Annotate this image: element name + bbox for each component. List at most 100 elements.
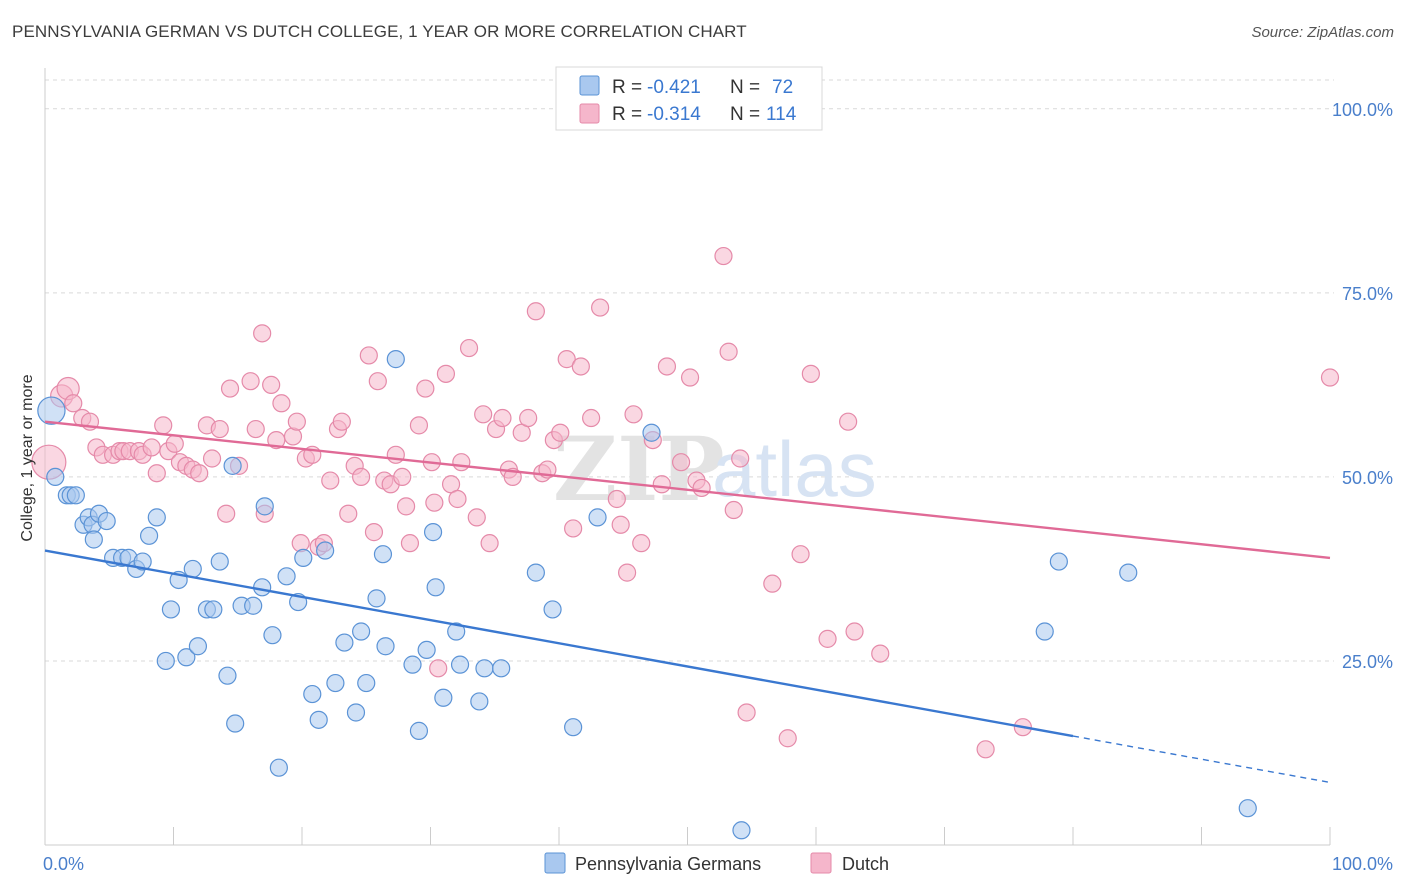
legend-n-label: N =: [730, 104, 765, 125]
pennsylvania-german-point: [326, 673, 345, 693]
dutch-point: [976, 740, 995, 759]
legend-n-value: 72: [772, 77, 793, 98]
dutch-point: [272, 394, 291, 413]
pennsylvania-german-point: [188, 637, 208, 656]
pennsylvania-german-point: [223, 456, 242, 475]
pennsylvania-german-point: [346, 703, 366, 722]
dutch-point: [680, 368, 700, 387]
dutch-point: [582, 408, 601, 428]
dutch-point: [217, 504, 236, 523]
pennsylvania-german-point: [376, 637, 395, 656]
pennsylvania-german-point: [253, 578, 272, 597]
dutch-point: [839, 412, 858, 431]
pennsylvania-german-point: [303, 684, 322, 704]
dutch-point: [220, 379, 240, 398]
pennsylvania-german-point: [732, 821, 751, 840]
dutch-point: [571, 357, 590, 376]
pennsylvania-german-point: [156, 651, 175, 671]
dutch-point: [714, 246, 733, 266]
y-axis-title: College, 1 year or more: [19, 374, 36, 541]
pennsylvania-german-point: [84, 530, 103, 549]
pennsylvania-german-point: [526, 563, 545, 582]
dutch-point: [526, 302, 545, 321]
dutch-point: [692, 478, 711, 498]
dutch-point: [202, 449, 222, 468]
legend-label-pennsylvania-germans: Pennsylvania Germans: [575, 854, 761, 874]
axes: 25.0% 50.0% 75.0% 100.0% 0.0% 100.0%: [43, 68, 1393, 874]
dutch-point: [64, 394, 83, 413]
pennsylvania-german-point: [161, 600, 181, 619]
dutch-point: [467, 508, 486, 527]
series-legend: Pennsylvania Germans Dutch: [544, 852, 889, 874]
dutch-point: [364, 523, 384, 542]
x-tick-label-max: 100.0%: [1332, 854, 1393, 874]
dutch-point: [591, 298, 610, 317]
dutch-point: [142, 438, 161, 457]
dutch-point: [607, 489, 626, 509]
legend-r-value: -0.421: [647, 77, 701, 98]
pennsylvania-german-point: [147, 508, 166, 527]
pennsylvania-german-point: [447, 622, 466, 641]
legend-n-value: 114: [766, 104, 797, 125]
pennsylvania-german-point: [66, 486, 85, 505]
y-tick-label: 100.0%: [1332, 100, 1393, 120]
pennsylvania-german-point: [263, 626, 282, 645]
legend-row-2: R = -0.314 N = 114: [612, 104, 797, 125]
watermark-atlas: atlas: [712, 425, 877, 513]
dutch-point: [416, 379, 435, 398]
pennsylvania-german-point: [97, 511, 116, 531]
pennsylvania-german-point: [426, 578, 445, 597]
watermark: ZIP atlas: [553, 417, 877, 521]
y-tick-label: 50.0%: [1342, 468, 1393, 488]
dutch-point: [246, 419, 265, 439]
pennsylvania-german-point: [357, 673, 376, 693]
dutch-point: [564, 519, 583, 538]
watermark-zip: ZIP: [553, 417, 725, 521]
dutch-point: [448, 489, 467, 509]
legend-row-1: R = -0.421 N = 72: [612, 77, 793, 98]
legend-swatch-pink: [579, 103, 600, 124]
pennsylvania-german-point: [417, 640, 436, 660]
pennsylvania-german-point: [133, 552, 152, 571]
pennsylvania-german-point: [470, 692, 489, 711]
dutch-point: [352, 467, 371, 487]
pennsylvania-german-point: [1035, 622, 1054, 641]
stats-legend-box: [555, 66, 823, 131]
legend-label-dutch: Dutch: [842, 854, 889, 874]
x-tick-label-min: 0.0%: [43, 854, 84, 874]
pennsylvania-german-point: [352, 622, 371, 641]
dutch-point: [493, 408, 512, 428]
pennsylvania-german-point: [210, 552, 229, 571]
legend-r-value: -0.314: [647, 104, 701, 125]
pennsylvania-german-point: [37, 396, 66, 425]
pennsylvania-german-point: [226, 714, 245, 733]
trend-lines: [44, 420, 1331, 784]
dutch-point: [400, 534, 420, 553]
legend-n-label: N =: [730, 77, 765, 98]
legend-r-label: R =: [612, 77, 647, 98]
dutch-point: [845, 622, 864, 641]
dutch-point: [253, 324, 272, 343]
chart-title: PENNSYLVANIA GERMAN VS DUTCH COLLEGE, 1 …: [12, 22, 747, 41]
dutch-point: [737, 703, 756, 722]
dutch-point: [436, 364, 456, 383]
y-tick-label: 75.0%: [1342, 284, 1393, 304]
dutch-point: [724, 500, 743, 520]
pennsylvania-germans-trend-line: [44, 549, 1074, 738]
dutch-point: [287, 412, 306, 431]
dutch-point: [429, 659, 448, 678]
pennsylvania-german-point: [1238, 799, 1257, 818]
pennsylvania-german-point: [543, 600, 562, 619]
legend-swatch-blue: [579, 75, 600, 96]
dutch-point: [671, 453, 691, 472]
dutch-points: [31, 246, 1340, 759]
dutch-point: [425, 493, 444, 512]
pennsylvania-german-point: [294, 548, 313, 567]
dutch-point: [1320, 368, 1340, 387]
pennsylvania-german-point: [277, 567, 296, 586]
dutch-point: [147, 464, 166, 483]
y-tick-label: 25.0%: [1342, 652, 1393, 672]
pennsylvania-german-point: [409, 721, 429, 740]
pennsylvania-german-point: [386, 350, 405, 369]
dutch-point: [871, 644, 890, 663]
